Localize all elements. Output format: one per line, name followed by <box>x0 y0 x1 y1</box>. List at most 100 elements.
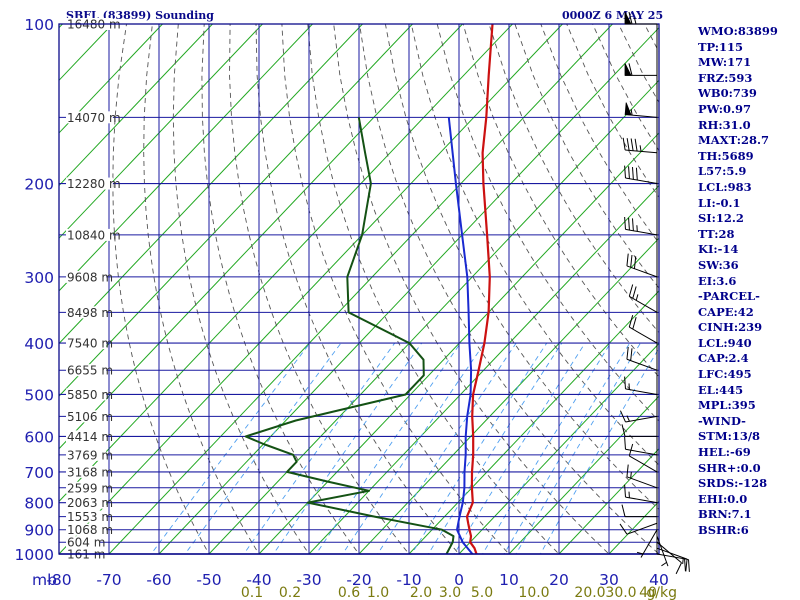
mixing-ratio-line <box>377 342 517 554</box>
height-label: 6655 m <box>67 364 113 378</box>
mixing-ratio-line <box>427 342 563 554</box>
temperature-tick-label: -80 <box>46 571 71 589</box>
wind-barb-flag <box>624 484 626 498</box>
height-label: 5850 m <box>67 388 113 402</box>
temperature-tick-label: -70 <box>96 571 121 589</box>
wind-barb-pennant <box>624 63 632 76</box>
wind-barb-half-flag <box>634 17 637 25</box>
height-label: 2599 m <box>67 481 113 495</box>
wind-barb-flag <box>628 166 630 179</box>
isotherm-line <box>208 79 659 554</box>
dry-adiabat-line <box>172 24 310 554</box>
mixing-ratio-line <box>453 342 586 554</box>
height-label: 1553 m <box>67 510 113 524</box>
pressure-tick-label: 1000 <box>15 546 54 564</box>
wind-barb-half-flag <box>635 294 639 301</box>
stability-index-item: SI:12.2 <box>698 211 744 226</box>
wind-barb-half-flag <box>639 145 642 152</box>
stability-index-item: CAPE:42 <box>698 304 754 319</box>
wind-barb <box>624 165 658 185</box>
mixing-ratio-label: 30.0 <box>605 585 636 600</box>
isotherm-line <box>59 24 213 187</box>
wind-barb-half-flag <box>626 415 630 422</box>
pressure-unit-label: mb <box>32 571 57 589</box>
stability-index-item: CAP:2.4 <box>698 351 749 366</box>
wind-barb-flag <box>624 376 626 389</box>
stability-index-item: LI:-0.1 <box>698 195 741 210</box>
mixing-ratio-line <box>482 342 611 554</box>
isotherm-line <box>59 24 263 239</box>
height-label-bg <box>66 448 107 461</box>
stability-index-item: L57:5.9 <box>698 164 747 179</box>
wind-barb-flag <box>626 253 629 266</box>
temperature-tick-label: 40 <box>649 571 669 589</box>
wind-barb-pennant <box>624 11 632 25</box>
wind-barb-flag <box>635 167 638 181</box>
pressure-tick-label: 400 <box>24 335 54 353</box>
wind-barb-flag <box>634 138 638 152</box>
height-label: 5106 m <box>67 410 113 424</box>
mixing-ratio-line <box>411 342 548 554</box>
height-label: 14070 m <box>67 111 121 125</box>
mixing-ratio-label: 3.0 <box>439 585 461 600</box>
isotherm-line <box>59 24 363 345</box>
temperature-tick-label: -60 <box>146 571 171 589</box>
height-label-bg <box>66 388 107 401</box>
pressure-tick-label: 700 <box>24 464 54 482</box>
dry-adiabat-line <box>436 24 659 422</box>
stability-index-item: HEL:-69 <box>698 445 751 460</box>
wind-barb-flag <box>631 167 634 180</box>
stability-index-item: TH:5689 <box>698 148 754 163</box>
wind-barb-staff <box>625 415 658 423</box>
wind-barb <box>628 284 658 313</box>
wind-barb-staff <box>626 265 658 278</box>
temperature-tick-label: -50 <box>196 571 221 589</box>
isotherm-line <box>258 132 659 554</box>
wind-barb <box>626 464 658 489</box>
stability-index-item: EI:3.6 <box>698 273 737 288</box>
height-label-bg <box>66 228 113 241</box>
dry-adiabat-line <box>143 24 260 554</box>
dry-adiabat-line <box>514 24 659 289</box>
height-label-bg <box>66 111 113 124</box>
isotherm-line <box>158 26 659 554</box>
observation-time: 0000Z 6 MAY 25 <box>562 9 664 22</box>
pressure-tick-label: 600 <box>24 428 54 446</box>
wind-barb-flag <box>624 165 626 179</box>
wind-barb-staff <box>626 358 658 371</box>
height-label-bg <box>66 481 107 494</box>
wind-barb <box>636 529 658 558</box>
stability-index-item: WB0:739 <box>698 86 757 101</box>
height-label-bg <box>66 496 107 509</box>
dry-adiabat-line <box>333 24 610 554</box>
parcel-path-line <box>447 117 474 554</box>
isotherm-line <box>59 24 313 292</box>
isotherm-line <box>458 342 659 554</box>
wind-barb <box>656 547 688 572</box>
mixing-ratio-label: 0.6 <box>338 585 360 600</box>
temperature-tick-label: -40 <box>246 571 271 589</box>
isotherm-line <box>558 448 659 554</box>
stability-index-item: FRZ:593 <box>698 70 753 85</box>
isotherm-line <box>508 395 659 554</box>
mixing-ratio-line <box>315 342 461 554</box>
temperature-tick-label: 10 <box>499 571 519 589</box>
wind-barb <box>626 253 658 278</box>
wind-barb-flag <box>633 256 637 269</box>
wind-barb-half-flag <box>630 472 632 479</box>
wind-barb-flag <box>630 254 633 268</box>
wind-barb <box>624 216 658 236</box>
stability-index-item: LCL:983 <box>698 179 752 194</box>
wind-barb-half-flag <box>682 557 684 564</box>
wind-barb-staff <box>625 177 658 185</box>
mixing-ratio-label: 40 <box>639 585 657 600</box>
height-label-bg <box>66 536 100 549</box>
stability-index-item: -WIND- <box>698 413 746 428</box>
isotherm-line <box>108 24 613 554</box>
wind-barb-staff <box>629 326 658 344</box>
wind-barb-flag <box>628 11 633 25</box>
wind-barb <box>624 63 657 76</box>
pressure-tick-label: 300 <box>24 269 54 287</box>
mixing-ratio-label: 0.2 <box>279 585 301 600</box>
